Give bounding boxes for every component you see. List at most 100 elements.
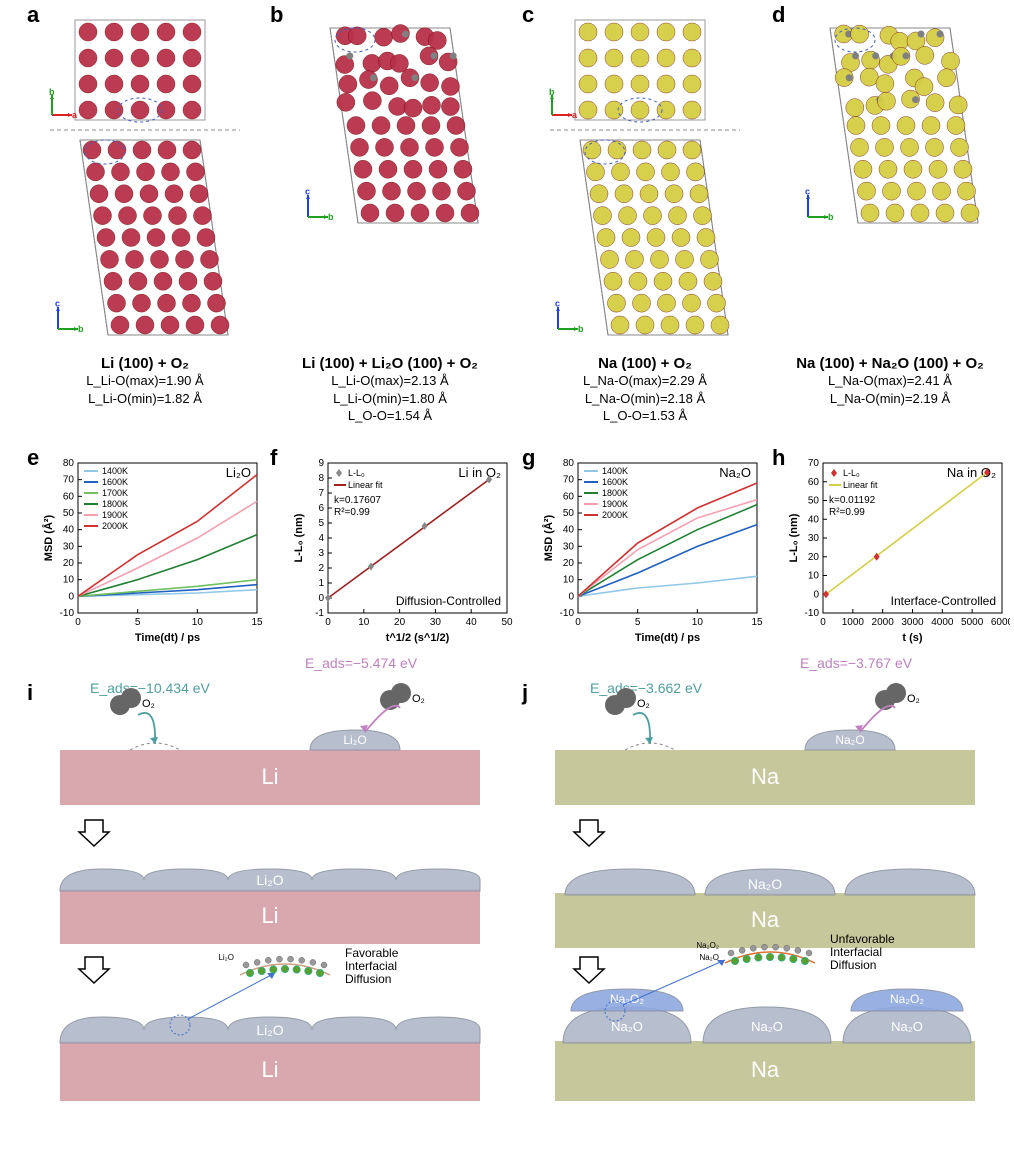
svg-text:L-L₀: L-L₀ (843, 468, 860, 478)
svg-text:Favorable: Favorable (345, 946, 399, 960)
svg-text:1: 1 (318, 578, 324, 589)
svg-text:Diffusion: Diffusion (830, 958, 876, 972)
struct-a: abcb (40, 10, 250, 350)
svg-text:1000: 1000 (842, 617, 865, 628)
svg-text:-10: -10 (60, 608, 75, 619)
label-a: a (27, 2, 39, 28)
cap-c-2: L_Na-O(min)=2.18 Å (540, 390, 750, 408)
svg-text:b: b (828, 212, 834, 222)
svg-text:Unfavorable: Unfavorable (830, 932, 895, 946)
svg-text:0: 0 (318, 593, 324, 604)
svg-text:20: 20 (808, 552, 820, 563)
svg-text:0: 0 (575, 617, 581, 628)
svg-text:-10: -10 (805, 608, 820, 619)
cap-d-title: Na (100) + Na₂O (100) + O₂ (770, 355, 1010, 372)
label-i: i (27, 680, 33, 706)
svg-text:40: 40 (63, 525, 75, 536)
svg-text:R²=0.99: R²=0.99 (829, 507, 865, 518)
svg-text:5: 5 (318, 518, 324, 529)
svg-text:k=0.01192: k=0.01192 (829, 495, 876, 506)
chart-e: 051015-1001020304050607080Time(dt) / psM… (40, 455, 265, 645)
svg-text:1800K: 1800K (102, 499, 128, 509)
svg-text:Li₂O: Li₂O (256, 872, 283, 888)
svg-text:L-L₀ (nm): L-L₀ (nm) (293, 513, 305, 562)
svg-text:70: 70 (63, 475, 75, 486)
svg-text:40: 40 (466, 617, 478, 628)
svg-text:30: 30 (63, 541, 75, 552)
svg-text:6: 6 (318, 503, 324, 514)
svg-text:1600K: 1600K (602, 477, 628, 487)
svg-text:20: 20 (394, 617, 406, 628)
cap-b-title: Li (100) + Li₂O (100) + O₂ (270, 355, 510, 372)
svg-text:1400K: 1400K (102, 466, 128, 476)
svg-text:Interfacial: Interfacial (830, 945, 882, 959)
cap-a-1: L_Li-O(max)=1.90 Å (40, 372, 250, 390)
cap-b: Li (100) + Li₂O (100) + O₂ L_Li-O(max)=2… (270, 355, 510, 425)
svg-text:Na₂O₂: Na₂O₂ (610, 992, 644, 1006)
svg-text:O₂: O₂ (637, 698, 650, 710)
svg-text:5: 5 (635, 617, 641, 628)
cap-c-title: Na (100) + O₂ (540, 355, 750, 372)
svg-text:60: 60 (563, 491, 575, 502)
label-g: g (522, 445, 535, 471)
svg-text:2000K: 2000K (102, 521, 128, 531)
label-f: f (270, 445, 277, 471)
svg-text:Na₂O: Na₂O (611, 1019, 643, 1034)
cap-c: Na (100) + O₂ L_Na-O(max)=2.29 Å L_Na-O(… (540, 355, 750, 425)
svg-text:2: 2 (318, 563, 324, 574)
svg-text:40: 40 (808, 514, 820, 525)
svg-text:0: 0 (325, 617, 331, 628)
svg-text:Na: Na (751, 907, 780, 932)
svg-text:3000: 3000 (901, 617, 924, 628)
svg-text:Linear fit: Linear fit (348, 480, 383, 490)
svg-text:20: 20 (563, 558, 575, 569)
label-j: j (522, 680, 528, 706)
svg-text:50: 50 (63, 508, 75, 519)
svg-text:10: 10 (692, 617, 704, 628)
svg-text:-1: -1 (315, 608, 324, 619)
svg-text:MSD (Å²): MSD (Å²) (42, 514, 55, 561)
svg-text:Na₂O: Na₂O (748, 876, 782, 892)
svg-text:80: 80 (563, 458, 575, 469)
svg-text:8: 8 (318, 473, 324, 484)
svg-text:c: c (55, 299, 60, 309)
label-d: d (772, 2, 785, 28)
svg-text:b: b (549, 87, 555, 97)
svg-text:MSD (Å²): MSD (Å²) (542, 514, 555, 561)
svg-text:Li: Li (261, 1057, 278, 1082)
svg-text:b: b (49, 87, 55, 97)
label-e: e (27, 445, 39, 471)
cap-b-2: L_Li-O(min)=1.80 Å (270, 390, 510, 408)
svg-text:O₂: O₂ (907, 693, 920, 705)
cap-a-title: Li (100) + O₂ (40, 355, 250, 372)
svg-text:Li₂O: Li₂O (226, 465, 251, 480)
svg-text:70: 70 (563, 475, 575, 486)
cap-d: Na (100) + Na₂O (100) + O₂ L_Na-O(max)=2… (770, 355, 1010, 407)
svg-text:50: 50 (501, 617, 513, 628)
svg-text:L-L₀ (nm): L-L₀ (nm) (788, 513, 800, 562)
svg-text:1400K: 1400K (602, 466, 628, 476)
svg-text:k=0.17607: k=0.17607 (334, 495, 381, 506)
svg-text:R²=0.99: R²=0.99 (334, 507, 370, 518)
svg-text:Li: Li (261, 764, 278, 789)
svg-text:80: 80 (63, 458, 75, 469)
figure-root: a b c d e f g h i j abcb cb abcb cb Li (… (0, 0, 1014, 1157)
svg-text:a: a (72, 110, 78, 120)
svg-text:15: 15 (751, 617, 763, 628)
cap-c-1: L_Na-O(max)=2.29 Å (540, 372, 750, 390)
svg-text:1700K: 1700K (102, 488, 128, 498)
label-b: b (270, 2, 283, 28)
svg-text:Time(dt) / ps: Time(dt) / ps (635, 632, 700, 644)
svg-text:Interfacial: Interfacial (345, 959, 397, 973)
scheme-j: NaO₂Na₂OO₂Na₂ONaNaNa₂O₂Na₂ONa₂ONa₂O₂Na₂O… (535, 680, 995, 1155)
cap-d-1: L_Na-O(max)=2.41 Å (770, 372, 1010, 390)
svg-text:Na₂O₂: Na₂O₂ (696, 941, 719, 950)
chart-h: 0100020003000400050006000-10010203040506… (785, 455, 1010, 645)
cap-a: Li (100) + O₂ L_Li-O(max)=1.90 Å L_Li-O(… (40, 355, 250, 407)
cap-b-3: L_O-O=1.54 Å (270, 407, 510, 425)
svg-text:L-L₀: L-L₀ (348, 468, 365, 478)
svg-text:10: 10 (63, 575, 75, 586)
svg-text:b: b (578, 324, 584, 334)
struct-b: cb (290, 10, 500, 350)
svg-text:Diffusion-Controlled: Diffusion-Controlled (396, 594, 501, 608)
